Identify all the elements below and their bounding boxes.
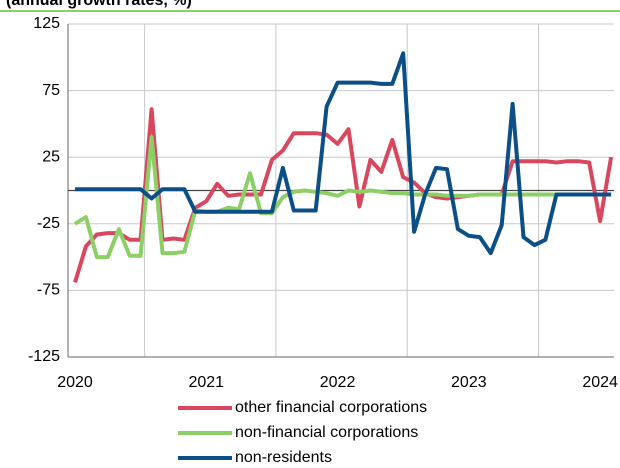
legend-label: non-residents [235, 449, 332, 466]
x-tick-label: 2023 [451, 374, 487, 391]
y-tick-label: 25 [42, 148, 60, 165]
y-tick-label: -125 [28, 348, 60, 365]
chart-subtitle: (annual growth rates, %) [6, 0, 192, 9]
x-tick-label: 2024 [582, 374, 618, 391]
y-tick-label: -25 [37, 215, 60, 232]
x-tick-label: 2021 [188, 374, 224, 391]
legend-label: non-financial corporations [235, 424, 418, 441]
y-tick-label: 75 [42, 82, 60, 99]
y-tick-label: -75 [37, 282, 60, 299]
x-tick-label: 2022 [320, 374, 356, 391]
series-line [73, 107, 614, 283]
y-tick-label: 125 [33, 15, 60, 32]
series-line [75, 51, 612, 256]
legend-label: other financial corporations [235, 399, 427, 416]
x-tick-label: 2020 [57, 374, 93, 391]
